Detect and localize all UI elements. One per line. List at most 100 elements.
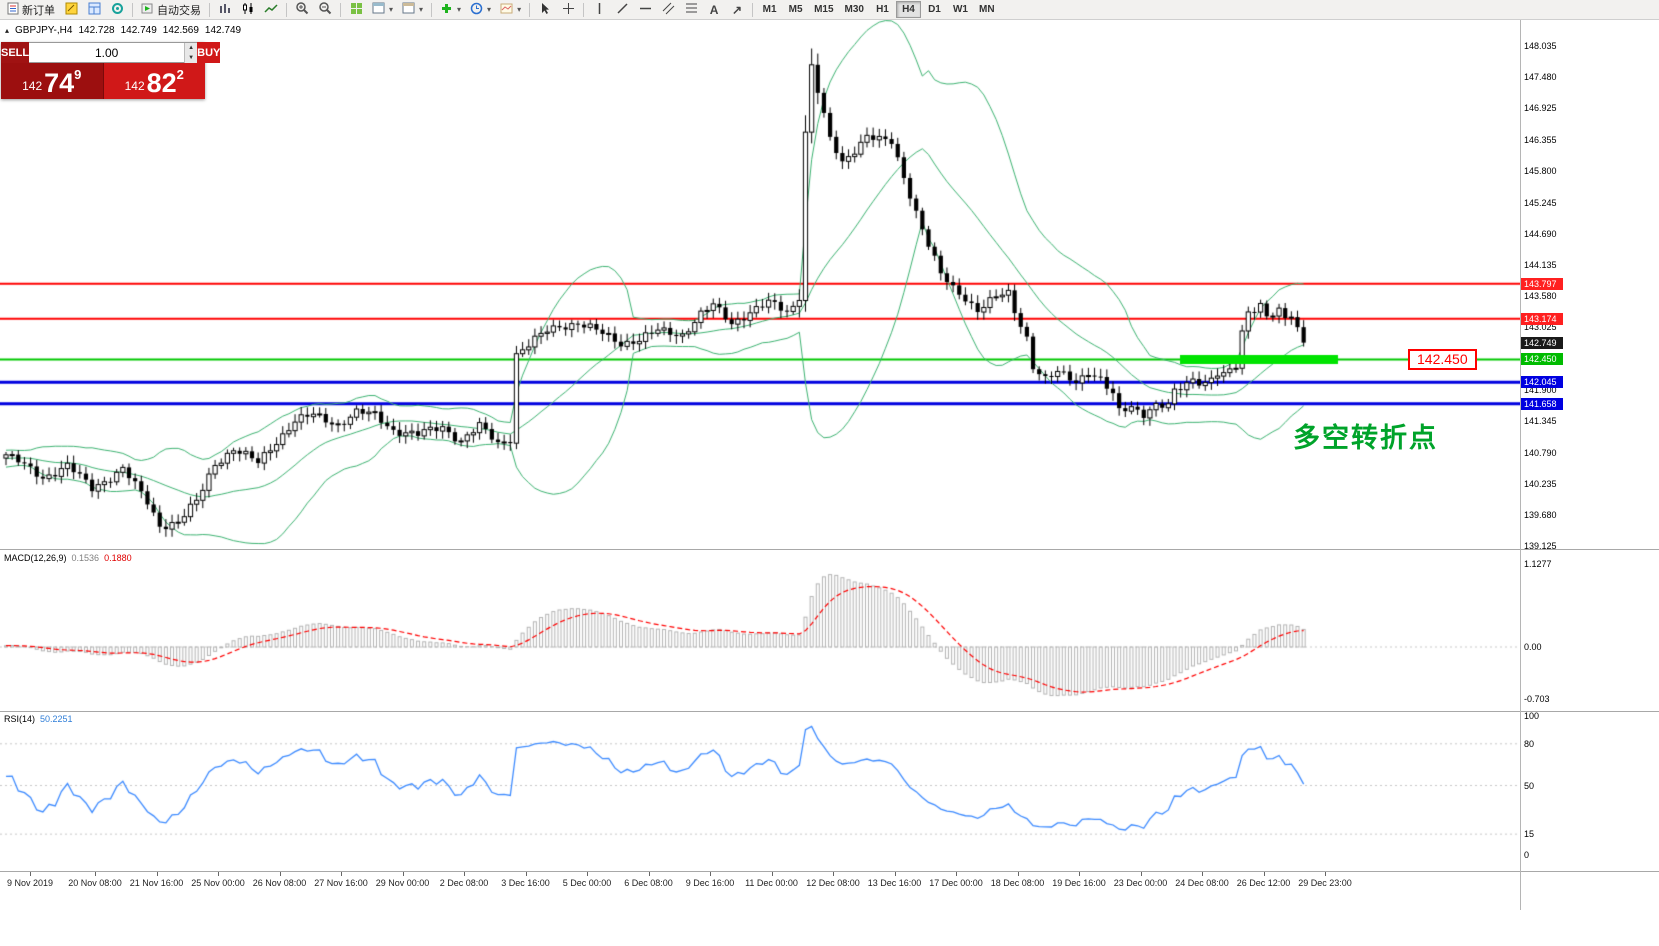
chart-profiles-button[interactable]: ▾ <box>398 1 427 19</box>
annotation-text[interactable]: 多空转折点 <box>1293 423 1438 453</box>
timeframe-button-m15[interactable]: M15 <box>814 4 834 15</box>
rsi-tick-label: 80 <box>1524 738 1535 749</box>
chart-canvas[interactable] <box>0 20 1520 871</box>
quote-high: 142.749 <box>120 25 157 36</box>
time-axis-tick <box>30 872 31 876</box>
quote-open: 142.728 <box>78 25 115 36</box>
price-tick-label: 141.345 <box>1524 416 1557 427</box>
add-indicator-icon <box>440 2 453 18</box>
crosshair-button[interactable] <box>557 1 579 19</box>
timeframe-button-m1[interactable]: M1 <box>762 4 777 15</box>
time-axis-tick <box>1017 872 1019 876</box>
time-axis-label: 25 Nov 00:00 <box>191 878 245 888</box>
buy-button[interactable]: BUY <box>197 42 221 63</box>
fibonacci-button[interactable] <box>680 1 702 19</box>
chevron-down-icon: ▾ <box>457 5 462 14</box>
timeframe-button-m30[interactable]: M30 <box>844 4 864 15</box>
timeframe-button-m5[interactable]: M5 <box>788 4 803 15</box>
tile-windows-button[interactable] <box>345 1 367 19</box>
horizontal-line-icon <box>639 4 652 16</box>
vertical-line-button[interactable] <box>588 1 610 19</box>
trendline-button[interactable] <box>611 1 633 19</box>
cursor-button[interactable] <box>534 1 556 19</box>
rsi-tick-label: 0 <box>1524 850 1530 860</box>
pane-splitter-macd[interactable] <box>0 549 1659 550</box>
one-click-trading-widget: SELL ▲ ▼ BUY 142 74 9 142 <box>1 42 221 99</box>
buy-price-display[interactable]: 142 82 2 <box>103 63 205 99</box>
time-axis-label: 20 Nov 08:00 <box>68 878 122 888</box>
quote-low: 142.569 <box>162 25 199 36</box>
time-axis-tick <box>1202 872 1203 876</box>
periods-clock-icon <box>470 2 483 18</box>
time-axis-tick <box>464 872 465 876</box>
autotrade-button[interactable]: 自动交易 <box>137 1 205 19</box>
volume-input[interactable] <box>29 43 185 62</box>
time-axis-tick <box>95 872 96 876</box>
line-chart-button[interactable] <box>260 1 282 19</box>
templates-button[interactable]: ▾ <box>496 1 525 19</box>
time-axis-label: 3 Dec 16:00 <box>501 878 550 888</box>
timeframe-button-d1[interactable]: D1 <box>928 4 941 15</box>
price-tick-label: 146.925 <box>1524 103 1557 114</box>
periods-button[interactable]: ▾ <box>466 1 495 19</box>
candlestick-chart-button[interactable] <box>237 1 259 19</box>
pane-splitter-rsi[interactable] <box>0 711 1659 712</box>
price-badge: 143.174 <box>1521 312 1563 325</box>
price-level-label[interactable]: 142.450 <box>1408 349 1477 371</box>
channel-button[interactable] <box>657 1 679 19</box>
price-badge: 142.450 <box>1521 353 1563 366</box>
new-order-button[interactable]: 新订单 <box>3 1 59 19</box>
price-badge: 143.797 <box>1521 277 1563 290</box>
indicators-button[interactable]: ▾ <box>436 1 465 19</box>
fibonacci-icon <box>685 2 698 18</box>
terminal-button[interactable] <box>83 1 105 19</box>
time-axis-tick <box>894 872 896 876</box>
timeframe-button-h4[interactable]: H4 <box>895 1 921 18</box>
toolbar-separator <box>583 2 585 17</box>
object-marker-icon: ▴ <box>5 26 10 35</box>
sell-button[interactable]: SELL <box>1 42 30 63</box>
sell-price-display[interactable]: 142 74 9 <box>1 63 104 99</box>
quote-bar: ▴ GBPJPY-,H4 142.728 142.749 142.569 142… <box>5 25 241 36</box>
time-axis-tick <box>279 872 281 876</box>
price-tick-label: 148.035 <box>1524 41 1557 51</box>
time-axis-tick <box>1325 872 1326 876</box>
tile-windows-icon <box>350 2 363 18</box>
metaeditor-button[interactable] <box>60 1 82 19</box>
toolbar-separator <box>132 2 133 17</box>
timeframe-button-w1[interactable]: W1 <box>952 4 968 15</box>
timeframe-button-h1[interactable]: H1 <box>876 4 889 15</box>
time-axis-label: 21 Nov 16:00 <box>129 878 184 888</box>
volume-down-icon[interactable]: ▼ <box>184 53 198 63</box>
price-tick-label: 144.690 <box>1524 228 1557 239</box>
arrows-tool-button[interactable]: ↗ <box>726 1 748 19</box>
text-tool-button[interactable]: A <box>703 1 725 19</box>
time-axis-tick <box>771 872 773 876</box>
time-axis-tick <box>156 872 158 876</box>
time-axis-label: 12 Dec 08:00 <box>806 878 860 888</box>
time-axis-label: 19 Dec 16:00 <box>1052 878 1106 888</box>
time-axis-label: 27 Nov 16:00 <box>314 878 368 888</box>
time-axis: 9 Nov 2019 20 Nov 08:00 21 Nov 16:00 25 Nov… <box>0 871 1520 907</box>
timeframe-button-mn[interactable]: MN <box>978 4 995 15</box>
new-chart-button[interactable]: ▾ <box>368 1 397 19</box>
rsi-value: 50.2251 <box>40 714 73 724</box>
horizontal-line-button[interactable] <box>634 1 656 19</box>
macd-tick-label: 1.1277 <box>1524 558 1552 569</box>
macd-name: MACD(12,26,9) <box>4 553 67 563</box>
volume-box: ▲ ▼ <box>29 42 198 63</box>
volume-up-icon[interactable]: ▲ <box>184 43 198 53</box>
signals-button[interactable] <box>106 1 128 19</box>
quote-close: 142.749 <box>204 25 242 36</box>
bar-chart-button[interactable] <box>214 1 236 19</box>
terminal-icon <box>88 2 101 18</box>
zoom-in-icon <box>295 1 309 18</box>
zoom-in-button[interactable] <box>291 1 313 19</box>
price-badge: 142.749 <box>1521 336 1563 349</box>
trendline-icon <box>616 2 629 18</box>
time-axis-tick <box>218 872 219 876</box>
zoom-out-button[interactable] <box>314 1 336 19</box>
price-tick-label: 140.235 <box>1524 478 1557 489</box>
time-axis-label: 24 Dec 08:00 <box>1175 878 1229 888</box>
chart-region: ▴ GBPJPY-,H4 142.728 142.749 142.569 142… <box>0 20 1659 946</box>
